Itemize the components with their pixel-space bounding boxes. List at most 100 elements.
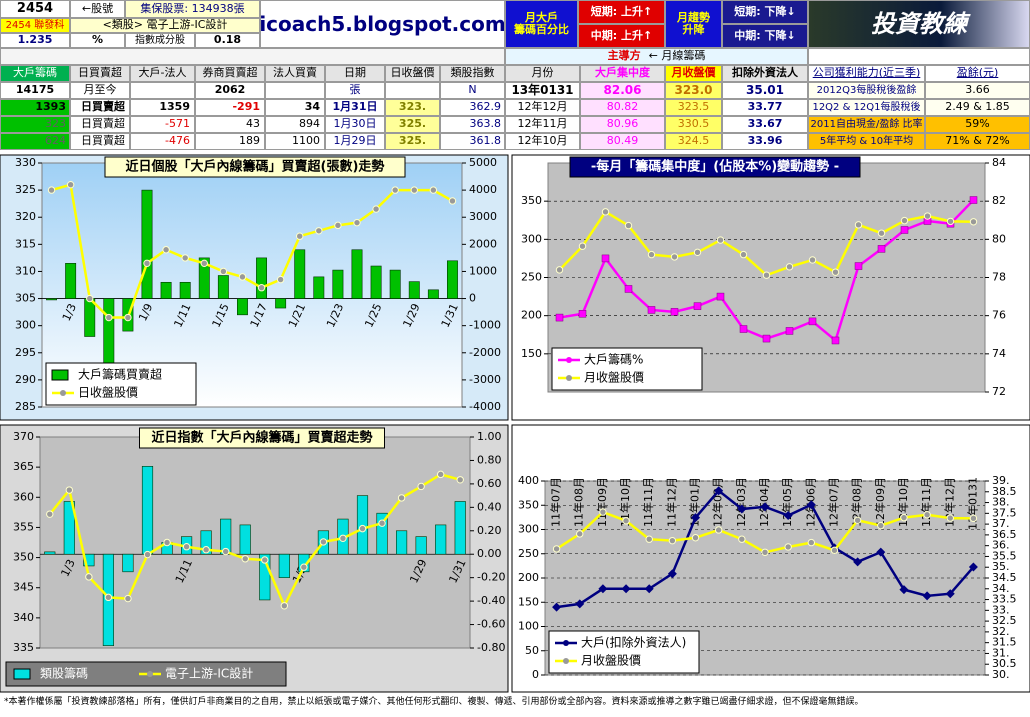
y-tick-label: 305 [15,292,36,305]
table-cell: 43 [195,116,265,133]
ratio-unit: % [70,33,125,48]
column-header: 盈餘(元) [925,65,1030,82]
marker [621,584,631,594]
legend-marker [566,375,572,381]
y2-tick-label: 34. [992,582,1010,595]
marker [578,310,587,318]
table-cell: 33.67 [722,116,808,133]
marker [714,486,724,496]
line [48,473,461,609]
table-cell: -571 [130,116,195,133]
marker [762,334,771,343]
legend-label: 日收盤股價 [78,386,138,400]
y-tick-label: 330 [15,156,36,169]
table-cell: 12年10月 [505,133,580,150]
marker [555,266,564,274]
legend-marker [563,658,569,664]
y2-tick-label: 74 [992,347,1006,360]
marker [806,500,816,510]
table-cell: 624 [0,133,70,150]
bar [332,269,344,299]
column-header: 法人買賣 [265,65,325,82]
bar [427,289,439,299]
y-tick-label: 350 [13,551,34,564]
y-tick-label: 50 [525,644,539,657]
y2-tick-label: -3000 [469,373,501,386]
index-weight-label: 指數成分股 [125,33,195,48]
y-tick-label: 350 [518,498,539,511]
y2-tick-label: 30. [992,668,1010,681]
legend-label: 大戶籌碼% [584,353,643,367]
y2-tick-label: 1.00 [477,430,502,443]
box1: 月大戶 籌碼百分比 [505,0,578,48]
bar [198,257,210,299]
y-tick-label: 200 [521,309,542,322]
marker [784,543,792,551]
table-cell: 362.9 [440,99,505,116]
mid-down: 中期: 下降↓ [722,24,808,48]
table-cell: 80.82 [580,99,665,116]
y2-tick-label: 0 [469,292,476,305]
y-tick-label: 310 [15,264,36,277]
x-tick-label: 11年09月 [595,477,609,527]
marker [691,513,701,523]
column-header: 日期 [325,65,385,82]
table-cell: 2012Q3每股稅後盈餘 [808,82,925,99]
y-tick-label: 300 [518,523,539,536]
marker [104,593,113,602]
marker [922,591,932,601]
y2-tick-label: -0.40 [477,594,505,607]
marker [716,236,725,244]
y2-tick-label: 2000 [469,237,497,250]
y2-tick-label: 1000 [469,264,497,277]
table-cell: 5年平均 & 10年平均 [808,133,925,150]
marker [693,248,702,257]
x-tick-label: 12年05月 [780,477,794,527]
bar [275,298,287,309]
marker [85,573,93,581]
table-cell: 323 [0,116,70,133]
x-tick-label: 11年10月 [618,477,632,527]
y2-tick-label: 0.80 [477,453,502,466]
y2-tick-label: 36.5 [992,528,1017,541]
marker [124,313,132,322]
y2-tick-label: 35. [992,560,1010,573]
marker [714,526,723,534]
column-header: 日買賣超 [70,65,130,82]
marker [261,556,269,564]
marker [47,186,56,194]
y2-tick-label: 84 [992,156,1006,169]
legend-label: 月收盤股價 [581,654,641,668]
y-tick-label: 285 [15,400,36,413]
table-cell: 330.5 [665,116,722,133]
column-header: 公司獲利能力(近三季) [808,65,925,82]
y2-tick-label: -4000 [469,400,501,413]
ratio: 1.235 [0,33,70,48]
bar [237,298,248,316]
marker [762,271,771,279]
marker [624,285,633,293]
y-tick-label: 150 [521,347,542,360]
marker [221,547,230,556]
table-cell: 12Q2 & 12Q1每股稅後 [808,99,925,116]
marker [739,250,748,259]
empty-cell [385,82,440,99]
x-tick-label: 11年08月 [572,477,586,527]
marker [391,186,399,194]
x-tick-label: 12年10月 [896,477,910,527]
bar [370,265,382,299]
y-tick-label: 365 [13,460,34,473]
marker [601,254,610,263]
bar [200,530,212,555]
box1-top: 月大戶 [525,10,558,24]
y-tick-label: 250 [518,547,539,560]
legend-box [551,347,703,391]
logo: 投資教練 [808,0,1030,48]
table-cell: 月至今 [70,82,130,99]
marker [601,208,610,216]
marker [667,569,677,579]
marker [378,519,386,527]
marker [831,336,840,345]
marker [372,205,380,213]
